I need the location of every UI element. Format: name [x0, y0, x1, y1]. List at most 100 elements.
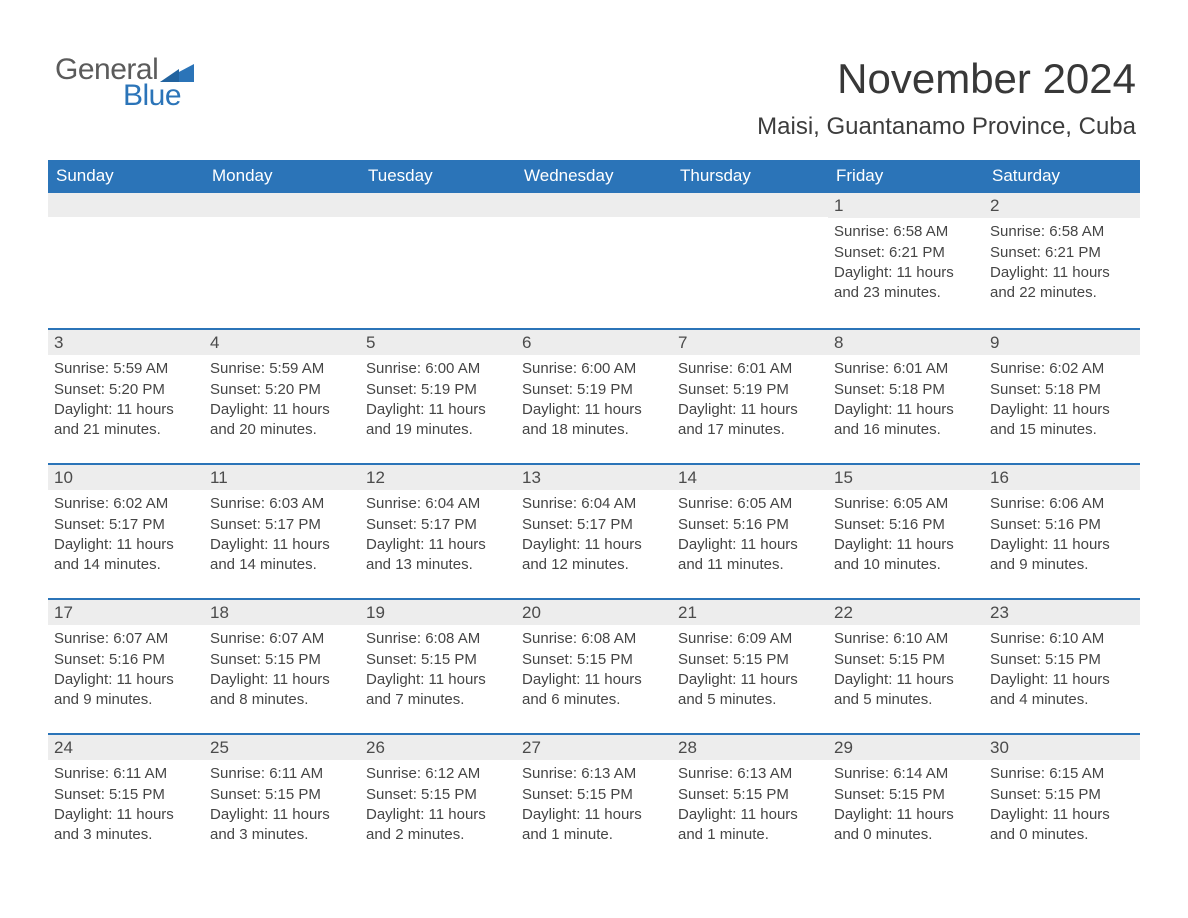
day-number: 18 — [204, 600, 360, 625]
daylight-line: Daylight: 11 hours and 15 minutes. — [990, 400, 1134, 441]
sunset-line: Sunset: 5:15 PM — [678, 785, 822, 805]
calendar-cell — [204, 193, 360, 328]
sunset-line: Sunset: 6:21 PM — [990, 243, 1134, 263]
calendar-cell: 16Sunrise: 6:06 AMSunset: 5:16 PMDayligh… — [984, 465, 1140, 598]
daylight-line: Daylight: 11 hours and 11 minutes. — [678, 535, 822, 576]
daylight-line: Daylight: 11 hours and 12 minutes. — [522, 535, 666, 576]
day-details: Sunrise: 6:05 AMSunset: 5:16 PMDaylight:… — [828, 490, 984, 583]
sunset-line: Sunset: 5:15 PM — [522, 785, 666, 805]
calendar-header-cell: Wednesday — [516, 160, 672, 193]
calendar-cell: 28Sunrise: 6:13 AMSunset: 5:15 PMDayligh… — [672, 735, 828, 868]
daylight-line: Daylight: 11 hours and 0 minutes. — [990, 805, 1134, 846]
day-details: Sunrise: 6:58 AMSunset: 6:21 PMDaylight:… — [828, 218, 984, 311]
calendar-header-cell: Monday — [204, 160, 360, 193]
sunrise-line: Sunrise: 6:09 AM — [678, 629, 822, 649]
day-details: Sunrise: 6:08 AMSunset: 5:15 PMDaylight:… — [516, 625, 672, 718]
sunrise-line: Sunrise: 6:11 AM — [54, 764, 198, 784]
calendar-body: 1Sunrise: 6:58 AMSunset: 6:21 PMDaylight… — [48, 193, 1140, 868]
daylight-line: Daylight: 11 hours and 17 minutes. — [678, 400, 822, 441]
sunrise-line: Sunrise: 6:12 AM — [366, 764, 510, 784]
calendar-cell: 15Sunrise: 6:05 AMSunset: 5:16 PMDayligh… — [828, 465, 984, 598]
day-details: Sunrise: 6:00 AMSunset: 5:19 PMDaylight:… — [516, 355, 672, 448]
empty-day-strip — [48, 193, 204, 217]
daylight-line: Daylight: 11 hours and 19 minutes. — [366, 400, 510, 441]
calendar-cell: 5Sunrise: 6:00 AMSunset: 5:19 PMDaylight… — [360, 330, 516, 463]
calendar-table: SundayMondayTuesdayWednesdayThursdayFrid… — [48, 160, 1140, 868]
calendar-cell: 1Sunrise: 6:58 AMSunset: 6:21 PMDaylight… — [828, 193, 984, 328]
daylight-line: Daylight: 11 hours and 16 minutes. — [834, 400, 978, 441]
brand-logo: General Blue — [55, 55, 194, 111]
day-number: 13 — [516, 465, 672, 490]
daylight-line: Daylight: 11 hours and 9 minutes. — [990, 535, 1134, 576]
calendar-cell: 25Sunrise: 6:11 AMSunset: 5:15 PMDayligh… — [204, 735, 360, 868]
day-number: 5 — [360, 330, 516, 355]
calendar-row: 3Sunrise: 5:59 AMSunset: 5:20 PMDaylight… — [48, 328, 1140, 463]
day-details: Sunrise: 6:06 AMSunset: 5:16 PMDaylight:… — [984, 490, 1140, 583]
calendar-cell: 27Sunrise: 6:13 AMSunset: 5:15 PMDayligh… — [516, 735, 672, 868]
calendar-header-cell: Tuesday — [360, 160, 516, 193]
sunrise-line: Sunrise: 6:06 AM — [990, 494, 1134, 514]
sunset-line: Sunset: 5:15 PM — [366, 650, 510, 670]
sunset-line: Sunset: 5:15 PM — [990, 650, 1134, 670]
calendar-cell: 9Sunrise: 6:02 AMSunset: 5:18 PMDaylight… — [984, 330, 1140, 463]
calendar-cell: 6Sunrise: 6:00 AMSunset: 5:19 PMDaylight… — [516, 330, 672, 463]
sunset-line: Sunset: 5:15 PM — [210, 650, 354, 670]
sunset-line: Sunset: 5:17 PM — [210, 515, 354, 535]
day-details: Sunrise: 6:00 AMSunset: 5:19 PMDaylight:… — [360, 355, 516, 448]
sunset-line: Sunset: 5:15 PM — [366, 785, 510, 805]
calendar-header-cell: Saturday — [984, 160, 1140, 193]
day-number: 16 — [984, 465, 1140, 490]
calendar-cell: 24Sunrise: 6:11 AMSunset: 5:15 PMDayligh… — [48, 735, 204, 868]
calendar-cell: 12Sunrise: 6:04 AMSunset: 5:17 PMDayligh… — [360, 465, 516, 598]
page-header: November 2024 Maisi, Guantanamo Province… — [757, 55, 1136, 141]
day-number: 29 — [828, 735, 984, 760]
daylight-line: Daylight: 11 hours and 13 minutes. — [366, 535, 510, 576]
calendar-cell — [360, 193, 516, 328]
day-number: 9 — [984, 330, 1140, 355]
day-number: 22 — [828, 600, 984, 625]
daylight-line: Daylight: 11 hours and 5 minutes. — [678, 670, 822, 711]
day-details: Sunrise: 6:11 AMSunset: 5:15 PMDaylight:… — [204, 760, 360, 853]
day-details: Sunrise: 6:02 AMSunset: 5:18 PMDaylight:… — [984, 355, 1140, 448]
day-details: Sunrise: 5:59 AMSunset: 5:20 PMDaylight:… — [48, 355, 204, 448]
sunset-line: Sunset: 5:15 PM — [54, 785, 198, 805]
daylight-line: Daylight: 11 hours and 20 minutes. — [210, 400, 354, 441]
daylight-line: Daylight: 11 hours and 0 minutes. — [834, 805, 978, 846]
day-details: Sunrise: 6:13 AMSunset: 5:15 PMDaylight:… — [516, 760, 672, 853]
sunset-line: Sunset: 5:19 PM — [366, 380, 510, 400]
sunrise-line: Sunrise: 6:14 AM — [834, 764, 978, 784]
sunrise-line: Sunrise: 6:15 AM — [990, 764, 1134, 784]
calendar-cell: 26Sunrise: 6:12 AMSunset: 5:15 PMDayligh… — [360, 735, 516, 868]
daylight-line: Daylight: 11 hours and 14 minutes. — [54, 535, 198, 576]
daylight-line: Daylight: 11 hours and 22 minutes. — [990, 263, 1134, 304]
day-details: Sunrise: 5:59 AMSunset: 5:20 PMDaylight:… — [204, 355, 360, 448]
sunrise-line: Sunrise: 6:05 AM — [678, 494, 822, 514]
day-details: Sunrise: 6:11 AMSunset: 5:15 PMDaylight:… — [48, 760, 204, 853]
sunrise-line: Sunrise: 6:01 AM — [678, 359, 822, 379]
day-number: 12 — [360, 465, 516, 490]
calendar-row: 24Sunrise: 6:11 AMSunset: 5:15 PMDayligh… — [48, 733, 1140, 868]
sunset-line: Sunset: 5:15 PM — [522, 650, 666, 670]
day-number: 23 — [984, 600, 1140, 625]
sunrise-line: Sunrise: 6:07 AM — [210, 629, 354, 649]
sunrise-line: Sunrise: 6:58 AM — [990, 222, 1134, 242]
day-details: Sunrise: 6:14 AMSunset: 5:15 PMDaylight:… — [828, 760, 984, 853]
sunrise-line: Sunrise: 6:58 AM — [834, 222, 978, 242]
calendar-cell: 4Sunrise: 5:59 AMSunset: 5:20 PMDaylight… — [204, 330, 360, 463]
calendar-cell — [672, 193, 828, 328]
daylight-line: Daylight: 11 hours and 21 minutes. — [54, 400, 198, 441]
day-number: 24 — [48, 735, 204, 760]
logo-text-blue: Blue — [123, 81, 194, 111]
day-number: 11 — [204, 465, 360, 490]
calendar-header-cell: Friday — [828, 160, 984, 193]
day-details: Sunrise: 6:01 AMSunset: 5:18 PMDaylight:… — [828, 355, 984, 448]
sunset-line: Sunset: 5:17 PM — [522, 515, 666, 535]
calendar-cell: 3Sunrise: 5:59 AMSunset: 5:20 PMDaylight… — [48, 330, 204, 463]
sunrise-line: Sunrise: 6:10 AM — [990, 629, 1134, 649]
calendar-cell: 7Sunrise: 6:01 AMSunset: 5:19 PMDaylight… — [672, 330, 828, 463]
logo-wedge-icon — [160, 60, 194, 82]
sunrise-line: Sunrise: 6:13 AM — [678, 764, 822, 784]
daylight-line: Daylight: 11 hours and 1 minute. — [522, 805, 666, 846]
day-number: 1 — [828, 193, 984, 218]
calendar-cell: 13Sunrise: 6:04 AMSunset: 5:17 PMDayligh… — [516, 465, 672, 598]
